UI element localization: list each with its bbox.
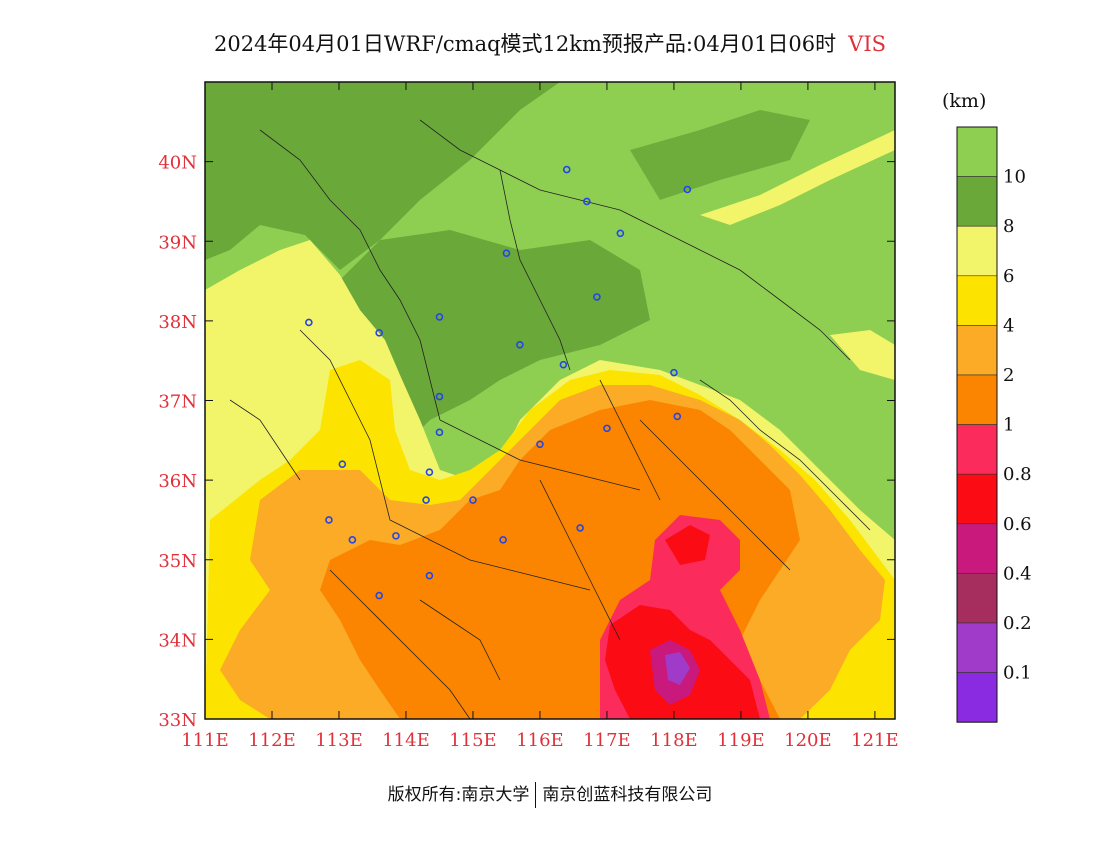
city-marker xyxy=(425,468,434,476)
lat-label: 37N xyxy=(158,392,197,413)
copyright-footer: 版权所有:南京大学 南京创蓝科技有限公司 xyxy=(0,780,1100,808)
lon-label: 116E xyxy=(516,730,564,751)
legend-swatch xyxy=(956,225,998,277)
city-marker xyxy=(469,496,477,504)
legend-label: 6 xyxy=(1003,266,1014,287)
variable-label: VIS xyxy=(848,32,887,56)
lat-label: 39N xyxy=(158,232,197,253)
city-marker xyxy=(559,360,568,369)
city-marker xyxy=(375,591,383,600)
title-text: 2024年04月01日WRF/cmaq模式12km预报产品:04月01日06时 xyxy=(213,32,837,56)
city-marker xyxy=(338,460,347,469)
legend-label: 0.6 xyxy=(1003,514,1032,535)
city-marker xyxy=(305,318,313,327)
city-marker xyxy=(499,536,507,544)
lon-label: 114E xyxy=(382,730,430,751)
lon-label: 118E xyxy=(650,730,698,751)
city-marker xyxy=(616,229,625,238)
legend-swatch xyxy=(956,573,998,624)
city-marker xyxy=(425,571,434,580)
city-marker xyxy=(516,340,524,349)
legend-frame xyxy=(956,126,998,723)
city-marker xyxy=(435,392,444,401)
legend-swatch xyxy=(956,126,998,177)
city-marker xyxy=(576,524,584,532)
lat-label: 34N xyxy=(158,630,197,651)
legend-swatch xyxy=(956,622,998,673)
city-marker xyxy=(673,412,682,421)
legend-swatch xyxy=(956,523,998,574)
axis-ticks xyxy=(204,82,895,720)
legend-colorbar xyxy=(956,126,998,723)
lon-label: 121E xyxy=(851,730,899,751)
lat-label: 36N xyxy=(158,471,197,492)
lon-label: 115E xyxy=(449,730,497,751)
lon-label: 111E xyxy=(181,730,229,751)
lat-label: 35N xyxy=(158,551,197,572)
city-marker xyxy=(435,428,444,437)
city-marker xyxy=(670,368,678,377)
legend-label: 0.2 xyxy=(1003,613,1032,634)
city-marker xyxy=(603,424,611,433)
legend-swatch xyxy=(956,374,998,425)
city-marker xyxy=(422,496,430,504)
map-title: 2024年04月01日WRF/cmaq模式12km预报产品:04月01日06时 V… xyxy=(0,28,1100,58)
city-marker xyxy=(392,532,400,540)
legend-label: 8 xyxy=(1003,216,1014,237)
footer-separator xyxy=(535,782,537,808)
legend-labels: 10 8 6 4 2 1 0.8 0.6 0.4 0.2 0.1 xyxy=(1003,167,1032,684)
lon-label: 120E xyxy=(784,730,832,751)
city-marker xyxy=(562,165,571,174)
legend-label: 0.4 xyxy=(1003,563,1032,584)
latitude-labels: 40N 39N 38N 37N 36N 35N 34N 33N xyxy=(158,153,197,731)
boundary-lines xyxy=(229,119,871,719)
city-marker xyxy=(348,536,357,544)
legend-swatch xyxy=(956,325,998,376)
legend-unit: (km) xyxy=(942,90,987,112)
copyright-company: 南京创蓝科技有限公司 xyxy=(542,785,713,805)
lon-label: 117E xyxy=(583,730,631,751)
city-markers xyxy=(305,165,692,600)
lon-label: 112E xyxy=(248,730,296,751)
lat-label: 33N xyxy=(158,710,197,731)
legend-swatch xyxy=(956,176,998,227)
city-marker xyxy=(435,313,444,321)
lon-label: 113E xyxy=(315,730,363,751)
legend-label: 2 xyxy=(1003,365,1014,386)
city-marker xyxy=(502,249,511,257)
city-marker xyxy=(583,197,591,206)
legend-label: 1 xyxy=(1003,415,1014,436)
legend-label: 0.8 xyxy=(1003,464,1032,485)
visibility-field xyxy=(205,82,895,719)
copyright-owner: 版权所有:南京大学 xyxy=(387,785,530,805)
city-marker xyxy=(683,185,692,194)
longitude-labels: 111E 112E 113E 114E 115E 116E 117E 118E 119E 120E… xyxy=(181,730,898,751)
legend-label: 0.1 xyxy=(1003,663,1032,684)
legend-swatch xyxy=(956,672,998,723)
legend-swatch xyxy=(956,275,998,326)
city-marker xyxy=(536,440,544,449)
legend-swatch xyxy=(956,424,998,475)
lat-label: 40N xyxy=(158,153,197,174)
city-marker xyxy=(593,293,601,301)
legend-swatch xyxy=(956,473,998,525)
lon-label: 119E xyxy=(717,730,765,751)
legend-label: 10 xyxy=(1003,167,1026,188)
legend-label: 4 xyxy=(1003,315,1014,336)
lat-label: 38N xyxy=(158,312,197,333)
city-marker xyxy=(375,329,383,337)
city-marker xyxy=(325,516,333,524)
